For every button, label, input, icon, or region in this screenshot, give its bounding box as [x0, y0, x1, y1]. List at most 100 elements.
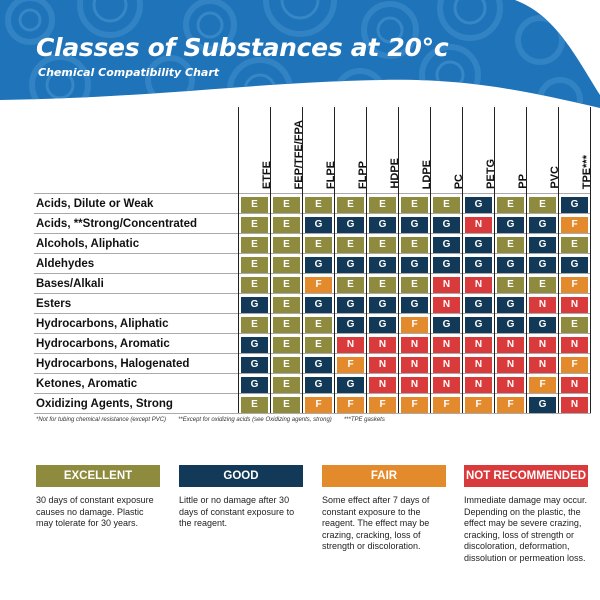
rating-chip: G: [337, 216, 364, 233]
footnote: ***TPE gaskets: [343, 417, 385, 423]
rating-chip: N: [433, 356, 460, 373]
rating-chip: E: [241, 316, 268, 333]
rating-cell: E: [270, 373, 303, 394]
rating-chip: E: [241, 276, 268, 293]
rating-chip: E: [273, 356, 300, 373]
rating-chip: N: [401, 356, 428, 373]
legend-label: GOOD: [179, 465, 303, 487]
rating-chip: G: [241, 296, 268, 313]
rating-chip: E: [369, 196, 396, 213]
rating-chip: N: [497, 376, 524, 393]
rating-chip: E: [305, 316, 332, 333]
rating-cell: G: [366, 253, 399, 274]
rating-cell: N: [526, 333, 559, 354]
rating-cell: N: [398, 373, 431, 394]
rating-cell: N: [558, 333, 591, 354]
rating-chip: E: [273, 396, 300, 413]
rating-cell: F: [462, 393, 495, 414]
column-header-label: TPE***: [580, 154, 593, 189]
rating-chip: G: [241, 376, 268, 393]
rating-chip: N: [561, 336, 588, 353]
rating-cell: E: [494, 233, 527, 254]
rating-chip: G: [465, 196, 492, 213]
rating-cell: N: [366, 373, 399, 394]
rating-cell: E: [270, 253, 303, 274]
row-label: Aldehydes: [34, 253, 239, 274]
rating-cell: E: [270, 193, 303, 214]
rating-chip: G: [369, 216, 396, 233]
rating-chip: G: [497, 256, 524, 273]
rating-chip: E: [401, 276, 428, 293]
rating-chip: N: [497, 356, 524, 373]
table-corner: [34, 107, 239, 194]
rating-chip: F: [305, 276, 332, 293]
rating-cell: F: [558, 353, 591, 374]
rating-chip: F: [529, 376, 556, 393]
rating-chip: F: [337, 396, 364, 413]
rating-cell: F: [494, 393, 527, 414]
rating-chip: G: [337, 376, 364, 393]
legend-item-good: GOOD Little or no damage after 30 days of…: [179, 465, 303, 575]
legend-description: Immediate damage may occur. Depending on…: [464, 495, 588, 563]
page-subtitle: Chemical Compatibility Chart: [38, 66, 220, 79]
rating-chip: N: [561, 376, 588, 393]
rating-cell: G: [334, 313, 367, 334]
rating-chip: N: [465, 276, 492, 293]
rating-chip: E: [273, 236, 300, 253]
rating-chip: G: [433, 216, 460, 233]
rating-cell: N: [366, 333, 399, 354]
rating-chip: N: [497, 336, 524, 353]
rating-cell: E: [334, 233, 367, 254]
rating-chip: N: [433, 376, 460, 393]
rating-chip: G: [305, 216, 332, 233]
column-header: TPE***: [558, 107, 593, 194]
rating-chip: E: [497, 196, 524, 213]
rating-cell: G: [526, 253, 559, 274]
rating-cell: E: [398, 193, 431, 214]
rating-chip: G: [241, 356, 268, 373]
rating-chip: E: [273, 256, 300, 273]
rating-cell: E: [238, 313, 271, 334]
rating-cell: E: [270, 393, 303, 414]
rating-chip: E: [241, 256, 268, 273]
rating-cell: E: [494, 193, 527, 214]
column-header: PVC: [526, 107, 561, 194]
rating-cell: E: [398, 273, 431, 294]
rating-chip: G: [337, 256, 364, 273]
rating-chip: G: [561, 196, 588, 213]
rating-chip: F: [401, 396, 428, 413]
rating-chip: E: [369, 236, 396, 253]
rating-chip: F: [433, 396, 460, 413]
rating-chip: G: [305, 356, 332, 373]
rating-cell: G: [526, 313, 559, 334]
rating-chip: E: [305, 196, 332, 213]
legend-item-not-recommended: NOT RECOMMENDED Immediate damage may occu…: [464, 465, 588, 575]
row-label: Hydrocarbons, Aliphatic: [34, 313, 239, 334]
rating-cell: G: [238, 333, 271, 354]
rating-cell: G: [430, 213, 463, 234]
rating-chip: N: [337, 336, 364, 353]
rating-chip: N: [401, 336, 428, 353]
rating-chip: N: [561, 396, 588, 413]
rating-cell: G: [398, 253, 431, 274]
rating-cell: G: [334, 373, 367, 394]
rating-chip: N: [465, 336, 492, 353]
column-header: HDPE: [366, 107, 401, 194]
rating-cell: N: [462, 373, 495, 394]
rating-cell: E: [270, 213, 303, 234]
rating-cell: N: [462, 273, 495, 294]
rating-chip: N: [369, 336, 396, 353]
legend-item-fair: FAIR Some effect after 7 days of constant…: [322, 465, 446, 575]
rating-chip: E: [401, 236, 428, 253]
rating-chip: N: [401, 376, 428, 393]
rating-chip: E: [241, 196, 268, 213]
rating-cell: F: [430, 393, 463, 414]
rating-chip: G: [305, 376, 332, 393]
rating-cell: E: [270, 233, 303, 254]
rating-chip: G: [561, 256, 588, 273]
rating-chip: G: [497, 296, 524, 313]
table-row: Hydrocarbons, Halogenated G E G F N N N N N N F: [34, 353, 591, 374]
rating-cell: E: [238, 393, 271, 414]
rating-cell: G: [398, 213, 431, 234]
table-row: Acids, **Strong/Concentrated E E G G G G G N G G F: [34, 213, 591, 234]
